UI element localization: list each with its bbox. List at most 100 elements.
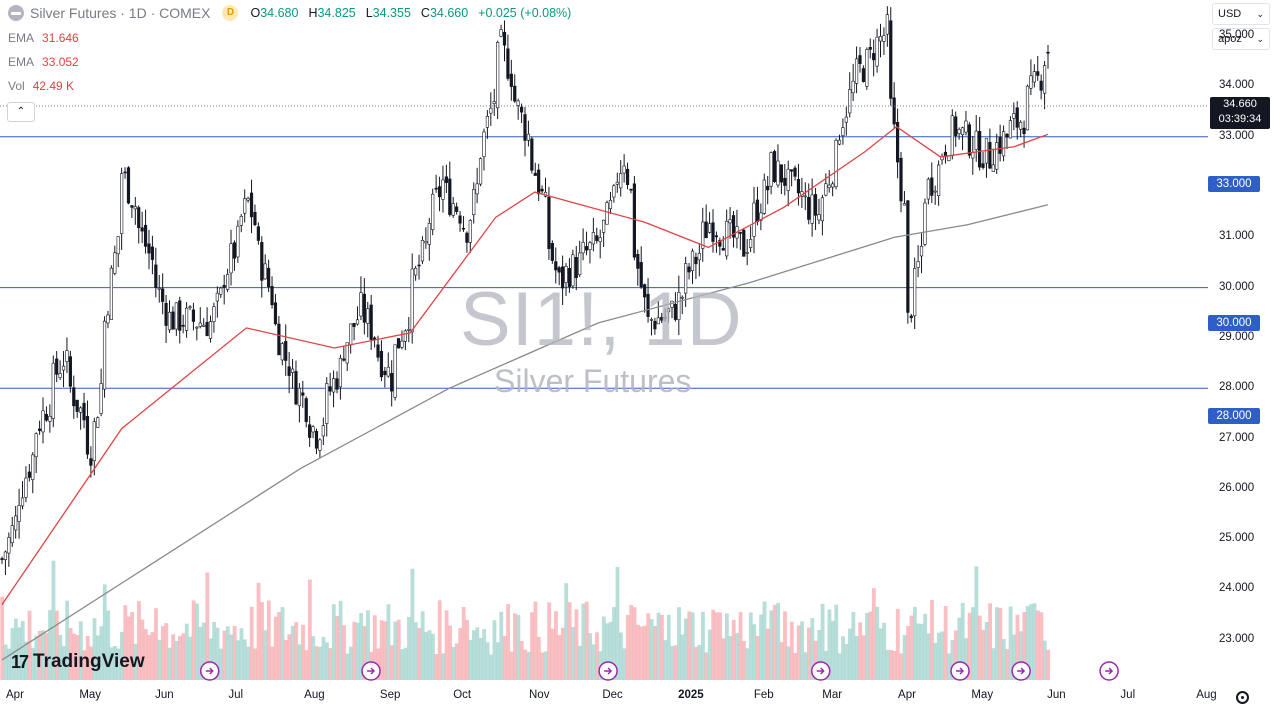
volume-bar xyxy=(1008,606,1013,680)
candle-body xyxy=(537,169,541,195)
candle-body xyxy=(335,378,339,390)
candle-body xyxy=(677,292,681,320)
candle-body xyxy=(328,386,332,392)
volume-bar xyxy=(284,639,288,680)
scale-mode-select[interactable]: apoz ⌄ xyxy=(1212,28,1270,50)
ema-200-line xyxy=(1,204,1049,661)
volume-bar xyxy=(301,624,305,680)
candle-body xyxy=(256,226,260,241)
volume-bar xyxy=(157,639,162,680)
volume-bar xyxy=(683,618,688,680)
candle-body xyxy=(998,136,1002,154)
candle-body xyxy=(776,160,780,186)
candle-body xyxy=(75,399,79,412)
candle-body xyxy=(379,350,384,378)
volume-bar xyxy=(868,611,873,680)
candle-body xyxy=(1015,107,1019,128)
volume-bar xyxy=(253,648,258,680)
volume-bar xyxy=(940,631,945,680)
volume-bar xyxy=(242,639,247,680)
candle-body xyxy=(564,266,568,283)
volume-bar xyxy=(489,654,493,680)
candle-body xyxy=(742,229,746,257)
volume-bar xyxy=(96,635,100,680)
chevron-down-icon: ⌄ xyxy=(1256,34,1264,44)
candle-body xyxy=(926,178,930,200)
volume-bar xyxy=(560,627,565,680)
candle-body xyxy=(489,107,493,114)
volume-bar xyxy=(591,644,596,680)
volume-bar xyxy=(714,612,719,680)
volume-bar xyxy=(17,627,22,680)
candle-body xyxy=(1001,131,1006,157)
symbol-title[interactable]: Silver Futures · 1D · COMEX xyxy=(30,5,211,21)
candle-body xyxy=(400,340,404,348)
volume-bar xyxy=(225,626,230,680)
candle-body xyxy=(383,370,387,376)
volume-bar xyxy=(396,619,401,680)
gear-icon[interactable] xyxy=(1236,691,1249,704)
candle-body xyxy=(817,214,821,221)
candle-body xyxy=(352,322,356,327)
event-arrow-icon xyxy=(205,667,214,675)
volume-bar xyxy=(72,633,76,680)
y-tick-label: 25.000 xyxy=(1219,532,1255,545)
indicator-ema-50[interactable]: EMA 33.052 xyxy=(8,55,79,69)
volume-bar xyxy=(352,621,357,680)
market-status-badge[interactable]: D xyxy=(222,5,239,21)
candle-body xyxy=(181,324,185,327)
candle-body xyxy=(58,373,62,378)
volume-bar xyxy=(882,622,887,680)
indicator-ema-200[interactable]: EMA 31.646 xyxy=(8,31,79,45)
volume-bar xyxy=(126,616,131,680)
volume-bar xyxy=(109,647,114,680)
volume-bar xyxy=(478,637,483,680)
volume-bar xyxy=(307,579,312,680)
candle-body xyxy=(229,243,233,274)
volume-bar xyxy=(3,644,8,680)
volume-bar xyxy=(622,648,627,680)
volume-bar xyxy=(1025,606,1030,680)
candle-body xyxy=(444,176,448,183)
indicator-volume[interactable]: Vol 42.49 K xyxy=(8,79,74,93)
volume-bar xyxy=(557,635,562,680)
volume-bar xyxy=(1042,640,1047,680)
y-tick-label: 31.000 xyxy=(1219,230,1255,243)
volume-bar xyxy=(222,630,227,680)
volume-bar xyxy=(434,653,439,680)
candle-body xyxy=(260,242,264,281)
candle-body xyxy=(154,264,158,288)
volume-bar xyxy=(759,614,763,680)
collapse-legend-button[interactable]: ⌃ xyxy=(7,102,35,122)
candle-body xyxy=(916,261,920,268)
tradingview-logo[interactable]: 17 TradingView xyxy=(11,651,145,673)
candle-body xyxy=(44,413,49,421)
volume-bar xyxy=(44,633,49,680)
candle-body xyxy=(161,288,165,302)
volume-bar xyxy=(745,648,750,680)
volume-bar xyxy=(769,610,774,680)
candle-body xyxy=(396,338,401,349)
candle-body xyxy=(519,106,524,113)
indicator-value: 33.052 xyxy=(42,55,79,69)
candle-body xyxy=(137,207,141,229)
volume-bar xyxy=(420,611,425,680)
currency-select[interactable]: USD ⌄ xyxy=(1212,3,1270,25)
volume-bar xyxy=(48,609,52,680)
volume-bar xyxy=(359,613,364,680)
volume-bar xyxy=(926,633,931,680)
y-tick-label: 33.000 xyxy=(1219,129,1255,142)
candle-body xyxy=(786,168,790,191)
volume-bar xyxy=(639,626,644,680)
candle-body xyxy=(619,173,623,189)
volume-bar xyxy=(178,636,182,680)
volume-bar xyxy=(482,629,487,680)
volume-bar xyxy=(20,621,25,680)
candle-body xyxy=(646,293,650,317)
volume-bar xyxy=(78,621,83,680)
candle-body xyxy=(294,371,298,405)
volume-bar xyxy=(967,612,972,680)
candle-body xyxy=(314,430,319,449)
